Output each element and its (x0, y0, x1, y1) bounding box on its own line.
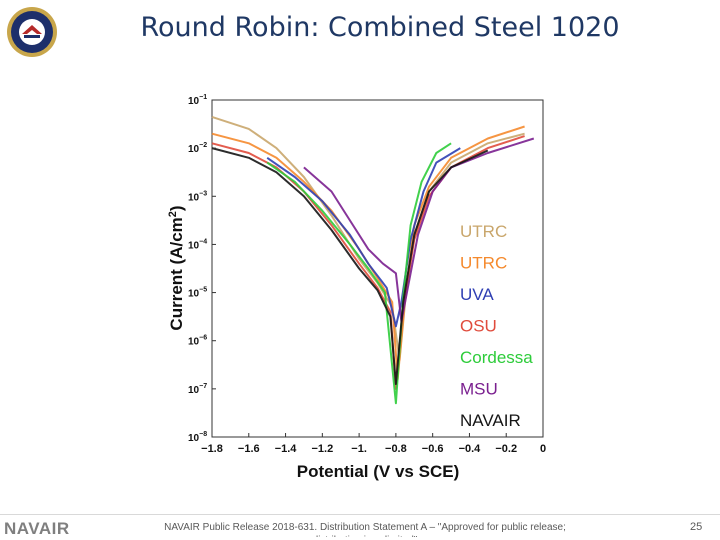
y-tick-label: 10−7 (188, 383, 207, 396)
y-tick-base: 10 (188, 144, 200, 155)
x-tick-label: −0.8 (385, 443, 407, 455)
y-tick-base: 10 (188, 96, 200, 107)
x-axis-label: Potential (V vs SCE) (297, 462, 459, 481)
y-tick-base: 10 (188, 385, 200, 396)
plot-frame (211, 99, 544, 438)
x-tick-label: −1.8 (201, 443, 223, 455)
y-tick-exponent: −2 (199, 142, 207, 149)
series-group (211, 115, 535, 405)
brand-logo: NAVAIR (4, 519, 70, 538)
x-tick-label: −1.2 (311, 443, 333, 455)
y-tick-label: 10−1 (188, 94, 207, 107)
y-tick-label: 10−3 (188, 190, 207, 203)
legend-entry-uva: UVA (460, 285, 494, 304)
y-tick-exponent: −4 (199, 238, 207, 245)
y-tick-base: 10 (188, 192, 200, 203)
y-tick-base: 10 (188, 240, 200, 251)
legend: UTRC UTRC UVA OSU Cordessa MSU NAVAIR (460, 222, 533, 430)
x-tick-label: −0.2 (495, 443, 517, 455)
y-axis-label-tail: ) (167, 205, 186, 211)
y-tick-exponent: −1 (199, 94, 207, 101)
y-tick-base: 10 (188, 433, 200, 444)
legend-entry-osu: OSU (460, 317, 497, 336)
axis-group: −1.8 −1.6 −1.4 −1.2 −1. −0.8 −0.6 −0.4 −0.2 010−1… (188, 94, 546, 455)
x-tick-label: −1. (351, 443, 367, 455)
series-line-uva (266, 147, 461, 328)
page-number: 25 (690, 521, 703, 533)
chart-canvas: −1.8 −1.6 −1.4 −1.2 −1. −0.8 −0.6 −0.4 −0.2 010−1… (167, 94, 546, 481)
y-tick-label: 10−2 (188, 142, 207, 155)
legend-entry-navair: NAVAIR (460, 411, 521, 430)
y-tick-exponent: −3 (199, 190, 207, 197)
y-tick-base: 10 (188, 337, 200, 348)
y-tick-label: 10−6 (188, 335, 207, 348)
y-axis-label-sup: 2 (167, 211, 179, 217)
navy-seal-icon (6, 6, 58, 58)
y-tick-exponent: −5 (199, 287, 207, 294)
x-tick-label: −0.4 (459, 443, 482, 455)
legend-entry-cordessa: Cordessa (460, 348, 533, 367)
y-tick-exponent: −8 (199, 431, 207, 438)
legend-entry-utrc: UTRC (460, 222, 507, 241)
footer-text: NAVAIR Public Release 2018-631. Distribu… (164, 522, 566, 537)
x-tick-label: −0.6 (422, 443, 444, 455)
y-tick-label: 10−8 (188, 431, 207, 444)
y-tick-base: 10 (188, 289, 200, 300)
legend-entry-msu: MSU (460, 380, 498, 399)
y-tick-exponent: −7 (199, 383, 207, 390)
series-line-navair (211, 147, 489, 385)
polarization-chart: −1.8 −1.6 −1.4 −1.2 −1. −0.8 −0.6 −0.4 −0.2 0 10−1… (150, 85, 560, 485)
series-line-utrc (211, 125, 525, 381)
y-tick-label: 10−4 (188, 238, 207, 251)
x-tick-label: 0 (540, 443, 546, 455)
footer-divider (0, 514, 720, 515)
x-tick-label: −1.6 (238, 443, 260, 455)
y-tick-exponent: −6 (199, 335, 207, 342)
y-axis-label: Current (A/cm2) (167, 205, 186, 330)
legend-entry-utrc: UTRC (460, 254, 507, 273)
series-line-cordessa (266, 142, 452, 405)
y-axis-label-base: Current (A/cm (167, 217, 186, 330)
slide-title: Round Robin: Combined Steel 1020 (140, 12, 620, 43)
y-tick-label: 10−5 (188, 287, 207, 300)
x-tick-label: −1.4 (275, 443, 298, 455)
